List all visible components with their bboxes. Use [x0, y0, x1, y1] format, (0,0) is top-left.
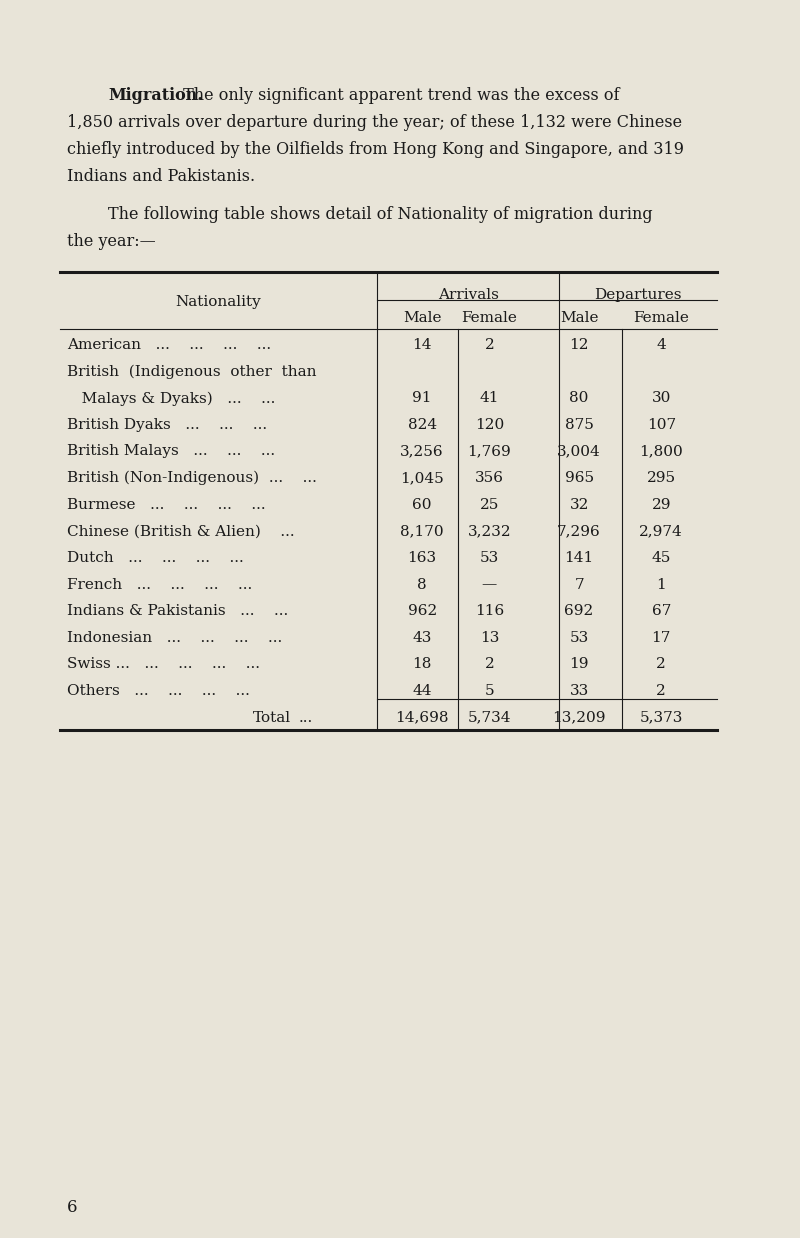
Text: 2: 2 [485, 338, 494, 352]
Text: Burmese   ...    ...    ...    ...: Burmese ... ... ... ... [67, 498, 266, 511]
Text: 17: 17 [651, 630, 671, 645]
Text: The only significant apparent trend was the excess of: The only significant apparent trend was … [178, 87, 619, 104]
Text: Migration.: Migration. [108, 87, 203, 104]
Text: Malays & Dyaks)   ...    ...: Malays & Dyaks) ... ... [67, 391, 276, 406]
Text: Male: Male [560, 311, 598, 324]
Text: 875: 875 [565, 418, 594, 432]
Text: 2,974: 2,974 [639, 525, 683, 539]
Text: Female: Female [634, 311, 690, 324]
Text: Chinese (British & Alien)    ...: Chinese (British & Alien) ... [67, 525, 295, 539]
Text: The following table shows detail of Nationality of migration during: The following table shows detail of Nati… [108, 206, 653, 223]
Text: 60: 60 [413, 498, 432, 511]
Text: 4: 4 [656, 338, 666, 352]
Text: 5: 5 [485, 683, 494, 698]
Text: 91: 91 [413, 391, 432, 405]
Text: 14,698: 14,698 [395, 711, 449, 724]
Text: Female: Female [462, 311, 518, 324]
Text: Others   ...    ...    ...    ...: Others ... ... ... ... [67, 683, 250, 698]
Text: British  (Indigenous  other  than: British (Indigenous other than [67, 365, 317, 379]
Text: ...: ... [299, 711, 313, 724]
Text: 7: 7 [574, 577, 584, 592]
Text: Indonesian   ...    ...    ...    ...: Indonesian ... ... ... ... [67, 630, 282, 645]
Text: 14: 14 [413, 338, 432, 352]
Text: 41: 41 [480, 391, 499, 405]
Text: Male: Male [403, 311, 442, 324]
Text: 2: 2 [656, 683, 666, 698]
Text: 8: 8 [418, 577, 427, 592]
Text: 824: 824 [408, 418, 437, 432]
Text: 295: 295 [646, 472, 676, 485]
Text: 1,045: 1,045 [400, 472, 444, 485]
Text: 3,256: 3,256 [400, 444, 444, 458]
Text: the year:—: the year:— [67, 233, 156, 250]
Text: Dutch   ...    ...    ...    ...: Dutch ... ... ... ... [67, 551, 244, 565]
Text: 13: 13 [480, 630, 499, 645]
Text: 29: 29 [651, 498, 671, 511]
Text: 163: 163 [408, 551, 437, 565]
Text: 33: 33 [570, 683, 589, 698]
Text: Arrivals: Arrivals [438, 288, 498, 302]
Text: 3,004: 3,004 [558, 444, 601, 458]
Text: 1: 1 [656, 577, 666, 592]
Text: British (Non-Indigenous)  ...    ...: British (Non-Indigenous) ... ... [67, 472, 317, 485]
Text: 5,373: 5,373 [639, 711, 683, 724]
Text: Nationality: Nationality [176, 295, 262, 308]
Text: —: — [482, 577, 497, 592]
Text: 19: 19 [570, 657, 589, 671]
Text: American   ...    ...    ...    ...: American ... ... ... ... [67, 338, 271, 352]
Text: 43: 43 [413, 630, 432, 645]
Text: British Dyaks   ...    ...    ...: British Dyaks ... ... ... [67, 418, 267, 432]
Text: 12: 12 [570, 338, 589, 352]
Text: 32: 32 [570, 498, 589, 511]
Text: 53: 53 [570, 630, 589, 645]
Text: 120: 120 [474, 418, 504, 432]
Text: 53: 53 [480, 551, 499, 565]
Text: 6: 6 [67, 1198, 78, 1216]
Text: 5,734: 5,734 [468, 711, 511, 724]
Text: 692: 692 [565, 604, 594, 618]
Text: 25: 25 [480, 498, 499, 511]
Text: British Malays   ...    ...    ...: British Malays ... ... ... [67, 444, 275, 458]
Text: 13,209: 13,209 [552, 711, 606, 724]
Text: Departures: Departures [594, 288, 682, 302]
Text: 962: 962 [407, 604, 437, 618]
Text: 1,850 arrivals over departure during the year; of these 1,132 were Chinese: 1,850 arrivals over departure during the… [67, 114, 682, 131]
Text: 116: 116 [474, 604, 504, 618]
Text: 107: 107 [646, 418, 676, 432]
Text: 67: 67 [651, 604, 671, 618]
Text: 8,170: 8,170 [400, 525, 444, 539]
Text: chiefly introduced by the Oilfields from Hong Kong and Singapore, and 319: chiefly introduced by the Oilfields from… [67, 141, 684, 158]
Text: 1,769: 1,769 [467, 444, 511, 458]
Text: 2: 2 [656, 657, 666, 671]
Text: 356: 356 [475, 472, 504, 485]
Text: Indians and Pakistanis.: Indians and Pakistanis. [67, 168, 255, 186]
Text: French   ...    ...    ...    ...: French ... ... ... ... [67, 577, 253, 592]
Text: 3,232: 3,232 [468, 525, 511, 539]
Text: 141: 141 [565, 551, 594, 565]
Text: Total: Total [254, 711, 291, 724]
Text: Swiss ...   ...    ...    ...    ...: Swiss ... ... ... ... ... [67, 657, 260, 671]
Text: 965: 965 [565, 472, 594, 485]
Text: 2: 2 [485, 657, 494, 671]
Text: 1,800: 1,800 [639, 444, 683, 458]
Text: 44: 44 [413, 683, 432, 698]
Text: 18: 18 [413, 657, 432, 671]
Text: 80: 80 [570, 391, 589, 405]
Text: Indians & Pakistanis   ...    ...: Indians & Pakistanis ... ... [67, 604, 289, 618]
Text: 7,296: 7,296 [558, 525, 601, 539]
Text: 45: 45 [651, 551, 671, 565]
Text: 30: 30 [651, 391, 671, 405]
